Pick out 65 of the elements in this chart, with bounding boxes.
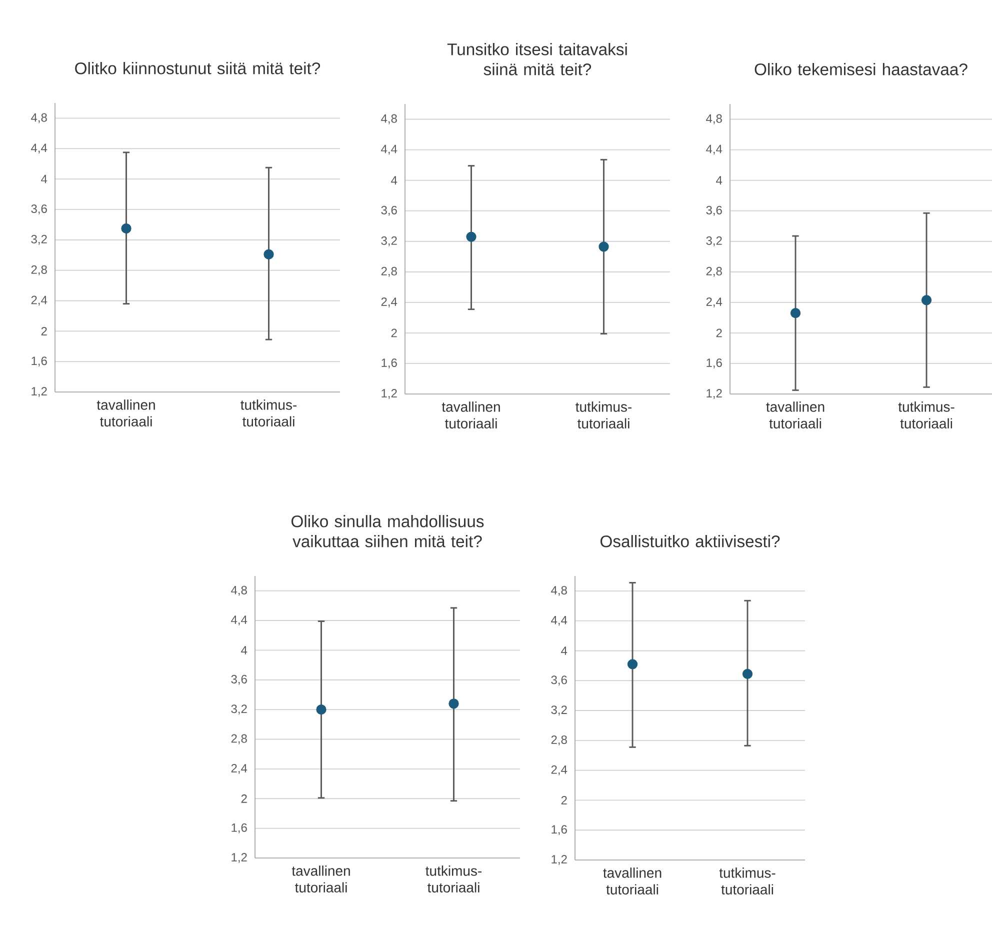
x-tick-label: tutkimus-tutoriaali bbox=[426, 866, 482, 893]
x-tick-label: tavallinen tutoriaali bbox=[442, 402, 500, 429]
y-tick-label: 3,6 bbox=[31, 204, 47, 214]
y-tick-label: 4,4 bbox=[31, 144, 48, 154]
y-tick-label: 2 bbox=[561, 796, 567, 804]
y-tick-label: 4 bbox=[561, 646, 568, 655]
y-tick-label: 2,4 bbox=[381, 297, 398, 308]
x-tick-label: tutkimus-tutoriaali bbox=[576, 402, 632, 429]
x-tick-label: tutkimus-tutoriaali bbox=[719, 868, 776, 895]
y-tick-label: 2,4 bbox=[231, 764, 248, 774]
x-tick-label: tavallinen tutoriaali bbox=[96, 400, 155, 427]
y-tick-label: 4,8 bbox=[551, 586, 567, 596]
y-tick-label: 3,2 bbox=[231, 704, 247, 715]
y-tick-label: 3,6 bbox=[381, 206, 397, 216]
y-tick-label: 2 bbox=[41, 326, 47, 336]
y-tick-label: 3,2 bbox=[551, 706, 567, 716]
y-tick-label: 4,4 bbox=[706, 144, 722, 155]
y-tick-label: 3,6 bbox=[231, 674, 247, 685]
y-tick-label: 1,2 bbox=[32, 387, 47, 397]
y-tick-label: 4,8 bbox=[381, 114, 397, 124]
y-tick-label: 1,6 bbox=[232, 823, 247, 834]
y-tick-label: 2 bbox=[716, 328, 722, 338]
y-tick-label: 1,2 bbox=[706, 389, 722, 399]
chart-title: Oliko tekemisesi haastavaa? bbox=[754, 63, 968, 76]
y-tick-label: 1,2 bbox=[382, 389, 397, 399]
y-tick-label: 4,4 bbox=[231, 616, 248, 626]
y-tick-label: 3,2 bbox=[706, 236, 722, 246]
y-tick-label: 4 bbox=[391, 176, 398, 184]
x-tick-label: tavallinen tutoriaali bbox=[766, 402, 824, 429]
y-tick-label: 2,8 bbox=[231, 734, 247, 744]
y-tick-label: 2 bbox=[391, 328, 397, 338]
chart-title: Osallistuitko aktiivisesti? bbox=[600, 535, 780, 548]
chart-title: Tunsitko itsesi taitavaksi siinä mitä teit? bbox=[447, 43, 627, 76]
y-tick-label: 1,2 bbox=[552, 855, 567, 865]
y-tick-label: 2,4 bbox=[31, 296, 48, 306]
x-tick-label: tutkimus-tutoriaali bbox=[898, 402, 954, 429]
y-tick-label: 4,4 bbox=[551, 616, 568, 626]
chart-title: Oliko sinulla mahdollisuus vaikuttaa siihen mitä teit? bbox=[291, 515, 484, 548]
y-tick-label: 2 bbox=[241, 794, 247, 803]
y-tick-label: 2,8 bbox=[31, 265, 47, 276]
y-tick-label: 2,4 bbox=[551, 765, 568, 776]
y-tick-label: 3,6 bbox=[706, 206, 722, 216]
y-tick-label: 4,8 bbox=[31, 113, 47, 124]
y-tick-label: 2,8 bbox=[551, 735, 567, 746]
chart-title: Olitko kiinnostunut siitä mitä teit? bbox=[75, 62, 320, 74]
y-tick-label: 4 bbox=[716, 176, 722, 184]
y-tick-label: 2,8 bbox=[706, 266, 722, 277]
y-tick-label: 4,8 bbox=[706, 114, 722, 124]
y-tick-label: 2,4 bbox=[706, 297, 722, 308]
y-tick-label: 4 bbox=[41, 174, 48, 184]
y-tick-label: 2,8 bbox=[381, 266, 397, 277]
y-tick-label: 1,6 bbox=[552, 825, 567, 836]
y-tick-label: 1,6 bbox=[706, 358, 722, 368]
y-tick-label: 1,6 bbox=[32, 356, 47, 367]
y-tick-label: 4,4 bbox=[381, 144, 398, 155]
x-tick-label: tutkimus-tutoriaali bbox=[240, 400, 297, 427]
y-tick-label: 3,2 bbox=[31, 234, 47, 245]
y-tick-label: 4 bbox=[241, 646, 248, 654]
y-tick-label: 1,6 bbox=[382, 358, 397, 368]
x-tick-label: tavallinen tutoriaali bbox=[292, 866, 350, 893]
y-tick-label: 4,8 bbox=[231, 586, 247, 596]
y-tick-label: 3,6 bbox=[551, 676, 567, 686]
x-tick-label: tavallinen tutoriaali bbox=[603, 868, 662, 895]
y-tick-label: 3,2 bbox=[381, 236, 397, 246]
y-tick-label: 1,2 bbox=[232, 853, 247, 863]
